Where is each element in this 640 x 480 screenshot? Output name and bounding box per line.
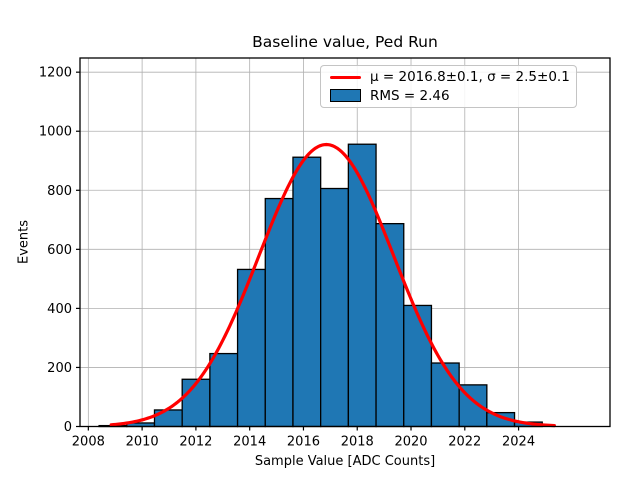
legend-row-hist: RMS = 2.46 xyxy=(330,87,570,106)
histogram-bars xyxy=(98,143,543,428)
histogram-bar xyxy=(292,156,322,428)
x-tick-label: 2008 xyxy=(72,435,105,450)
legend: μ = 2016.8±0.1, σ = 2.5±0.1 RMS = 2.46 xyxy=(320,65,577,108)
x-tick-label: 2024 xyxy=(502,435,535,450)
x-tick-label: 2022 xyxy=(448,435,481,450)
histogram-bar xyxy=(403,304,433,428)
y-tick-label: 800 xyxy=(47,184,72,199)
x-tick-label: 2012 xyxy=(179,435,212,450)
y-tick-label: 600 xyxy=(47,243,72,258)
y-tick-label: 400 xyxy=(47,302,72,317)
fit-curve xyxy=(109,142,556,428)
x-tick-label: 2020 xyxy=(394,435,427,450)
x-ticks: 2008 2010 2012 2014 2016 2018 2020 2022 2024 xyxy=(72,426,535,450)
y-tick-label: 0 xyxy=(64,420,72,435)
axes-frame xyxy=(79,57,611,428)
histogram-bar xyxy=(347,143,377,428)
histogram-bar xyxy=(181,378,211,428)
legend-row-fit: μ = 2016.8±0.1, σ = 2.5±0.1 xyxy=(330,68,570,87)
x-axis-label: Sample Value [ADC Counts] xyxy=(254,454,436,469)
y-ticks: 0 200 400 600 800 1000 1200 xyxy=(39,66,80,435)
y-tick-label: 1000 xyxy=(39,125,72,140)
x-tick-label: 2018 xyxy=(341,435,374,450)
histogram-bar xyxy=(236,268,266,428)
histogram-bar xyxy=(430,362,460,428)
y-axis-label: Events xyxy=(16,219,32,265)
histogram-bar xyxy=(375,222,405,428)
fit-line-swatch xyxy=(330,75,361,79)
rms-legend-label: RMS = 2.46 xyxy=(370,87,450,104)
histogram-swatch xyxy=(330,89,361,103)
histogram-bar xyxy=(209,352,239,428)
y-tick-label: 200 xyxy=(47,361,72,376)
x-tick-label: 2010 xyxy=(126,435,159,450)
fit-legend-label: μ = 2016.8±0.1, σ = 2.5±0.1 xyxy=(370,69,570,86)
histogram-bar xyxy=(320,187,350,428)
x-tick-label: 2014 xyxy=(233,435,266,450)
chart-title: Baseline value, Ped Run xyxy=(252,33,438,51)
x-tick-label: 2016 xyxy=(287,435,320,450)
y-tick-label: 1200 xyxy=(39,66,72,81)
